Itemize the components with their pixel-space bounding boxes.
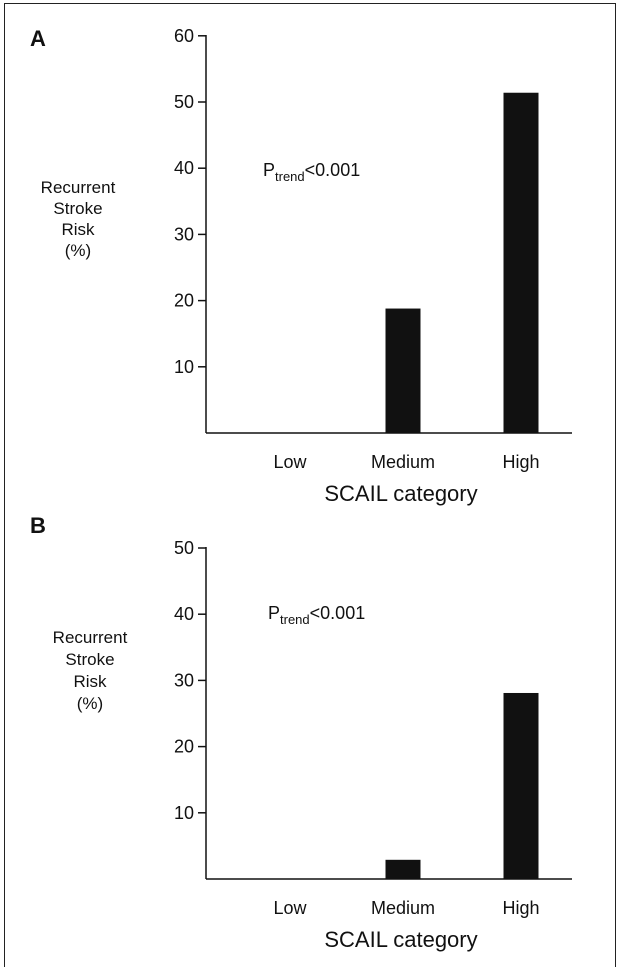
chart-panel-a: A 10 20 30 40 50 60 Low Medium High SCAIL category…: [30, 26, 572, 506]
y-tick-label: 50: [174, 92, 194, 112]
y-tick-label: 20: [174, 291, 194, 311]
y-tick-label: 10: [174, 803, 194, 823]
x-tick-label-low: Low: [273, 898, 307, 918]
y-axis-title-line: Stroke: [65, 650, 114, 669]
y-tick-label: 20: [174, 737, 194, 757]
y-tick-label: 30: [174, 224, 194, 244]
y-axis-title-line: (%): [77, 694, 103, 713]
x-tick-label-high: High: [502, 898, 539, 918]
y-axis-title-line: Risk: [61, 220, 95, 239]
x-tick-label-high: High: [502, 452, 539, 472]
y-axis-title-line: Risk: [73, 672, 107, 691]
x-tick-label-low: Low: [273, 452, 307, 472]
bar-medium: [385, 308, 421, 433]
y-axis-title-line: Recurrent: [41, 178, 116, 197]
y-tick-label: 40: [174, 604, 194, 624]
p-trend-annotation: Ptrend<0.001: [263, 160, 360, 184]
y-tick-label: 30: [174, 670, 194, 690]
bar-high: [503, 92, 539, 434]
x-tick-label-medium: Medium: [371, 452, 435, 472]
x-tick-label-medium: Medium: [371, 898, 435, 918]
y-tick-label: 50: [174, 538, 194, 558]
y-axis-title-line: Recurrent: [53, 628, 128, 647]
x-axis-title: SCAIL category: [324, 927, 477, 952]
bar-medium: [385, 859, 421, 879]
bar-high: [503, 692, 539, 879]
y-tick-label: 40: [174, 158, 194, 178]
y-tick-label: 60: [174, 26, 194, 46]
chart-panel-b: B 10 20 30 40 50 Low Medium High SCAIL category Re…: [30, 513, 572, 952]
panel-letter: B: [30, 513, 46, 538]
p-trend-annotation: Ptrend<0.001: [268, 603, 365, 627]
panel-letter: A: [30, 26, 46, 51]
y-tick-label: 10: [174, 357, 194, 377]
figure-frame: [4, 3, 616, 967]
x-axis-title: SCAIL category: [324, 481, 477, 506]
y-axis-title-line: (%): [65, 241, 91, 260]
y-axis-title-line: Stroke: [53, 199, 102, 218]
